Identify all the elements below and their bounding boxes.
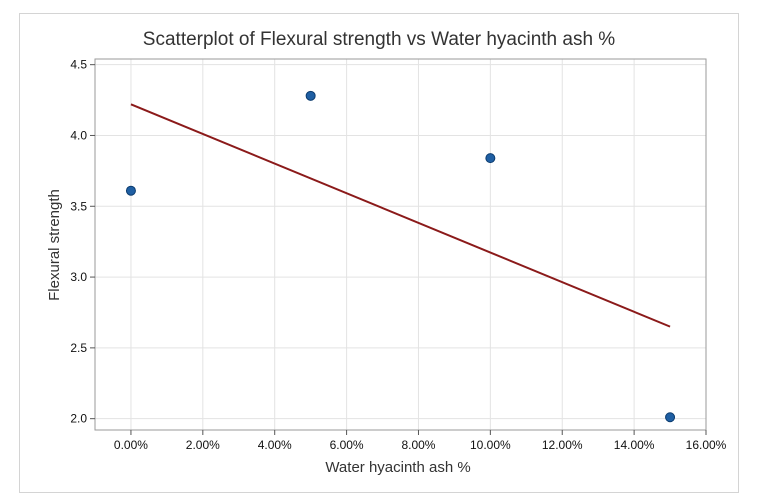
gridlines: [95, 59, 707, 430]
x-tick-label: 6.00%: [330, 438, 364, 452]
x-tick-label: 14.00%: [614, 438, 655, 452]
y-tick-label: 2.0: [70, 412, 87, 426]
y-tick-label: 4.0: [70, 128, 87, 142]
x-tick-label: 10.00%: [470, 438, 511, 452]
x-tick-label: 16.00%: [686, 438, 727, 452]
x-tick-label: 2.00%: [186, 438, 220, 452]
y-tick-label: 3.0: [70, 270, 87, 284]
x-axis-title: Water hyacinth ash %: [325, 459, 470, 476]
data-point: [485, 153, 496, 164]
data-point: [665, 412, 676, 423]
y-tick-label: 2.5: [70, 341, 87, 355]
chart-title: Scatterplot of Flexural strength vs Wate…: [143, 29, 615, 50]
y-tick-label: 4.5: [70, 58, 87, 72]
y-axis-title: Flexural strength: [46, 189, 63, 301]
y-tick-label: 3.5: [70, 199, 87, 213]
regression-line: [130, 103, 671, 328]
x-tick-label: 8.00%: [401, 438, 435, 452]
chart-frame: [19, 13, 739, 493]
x-tick-label: 4.00%: [258, 438, 292, 452]
data-points: [125, 90, 676, 423]
data-point: [125, 185, 136, 196]
data-point: [305, 90, 316, 101]
axis-ticks: 0.00% 2.00% 4.00% 6.00% 8.00% 10.00% 12.00% 14.…: [70, 58, 726, 452]
x-tick-label: 0.00%: [114, 438, 148, 452]
x-tick-label: 12.00%: [542, 438, 583, 452]
plot-area: [94, 58, 707, 431]
